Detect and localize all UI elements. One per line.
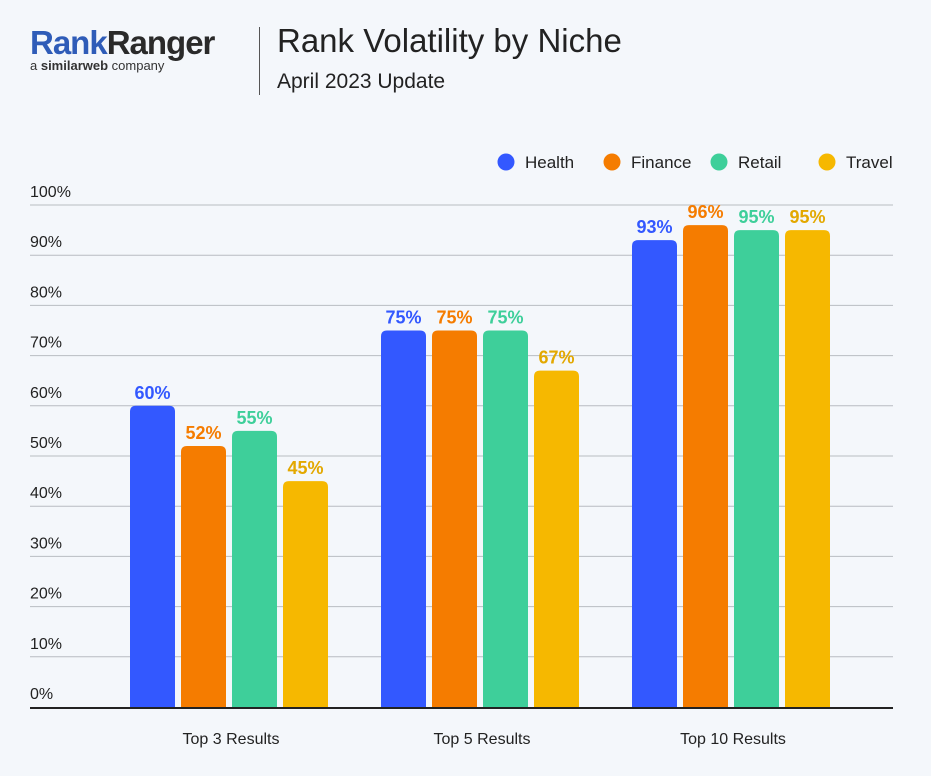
data-label: 45%	[287, 458, 323, 478]
bar-travel	[785, 230, 830, 707]
y-tick-label: 50%	[30, 435, 62, 452]
bar-retail	[232, 430, 277, 707]
chart-subtitle: April 2023 Update	[277, 70, 446, 93]
legend-marker-travel	[818, 153, 836, 171]
bar-health	[130, 405, 175, 707]
data-label: 95%	[738, 207, 774, 227]
data-label: 75%	[436, 308, 472, 328]
x-tick-label: Top 3 Results	[183, 731, 280, 748]
bar-health	[381, 330, 426, 707]
data-label: 75%	[487, 308, 523, 328]
y-tick-label: 100%	[30, 184, 71, 201]
data-label: 95%	[789, 207, 825, 227]
bar-retail	[483, 330, 528, 707]
y-tick-label: 0%	[30, 686, 53, 703]
bar-travel	[534, 370, 579, 707]
data-label: 67%	[538, 348, 574, 368]
data-label: 55%	[236, 408, 272, 428]
bar-finance	[432, 330, 477, 707]
y-tick-label: 90%	[30, 234, 62, 251]
y-tick-label: 70%	[30, 335, 62, 352]
bar-travel	[283, 481, 328, 707]
legend-label: Travel	[846, 153, 893, 172]
rankranger-logo: RankRanger a similarweb company	[30, 24, 215, 74]
data-label: 96%	[687, 202, 723, 222]
bar-health	[632, 240, 677, 707]
x-tick-label: Top 10 Results	[680, 731, 786, 748]
x-tick-label: Top 5 Results	[434, 731, 531, 748]
chart-title: Rank Volatility by Niche	[277, 22, 622, 59]
data-label: 93%	[636, 217, 672, 237]
legend-marker-health	[497, 153, 515, 171]
bar-finance	[181, 445, 226, 707]
data-label: 75%	[385, 308, 421, 328]
y-tick-label: 40%	[30, 485, 62, 502]
legend-marker-finance	[603, 153, 621, 171]
legend-marker-retail	[710, 153, 728, 171]
header-divider	[259, 27, 260, 95]
y-tick-label: 60%	[30, 385, 62, 402]
data-label: 52%	[185, 423, 221, 443]
y-tick-label: 30%	[30, 535, 62, 552]
legend-label: Retail	[738, 153, 781, 172]
legend-label: Finance	[631, 153, 691, 172]
bar-finance	[683, 225, 728, 707]
y-tick-label: 20%	[30, 586, 62, 603]
y-tick-label: 80%	[30, 284, 62, 301]
bar-retail	[734, 230, 779, 707]
data-label: 60%	[134, 383, 170, 403]
y-tick-label: 10%	[30, 636, 62, 653]
legend-label: Health	[525, 153, 574, 172]
logo-wordmark: RankRanger	[30, 24, 215, 61]
logo-tagline: a similarweb company	[30, 58, 165, 73]
